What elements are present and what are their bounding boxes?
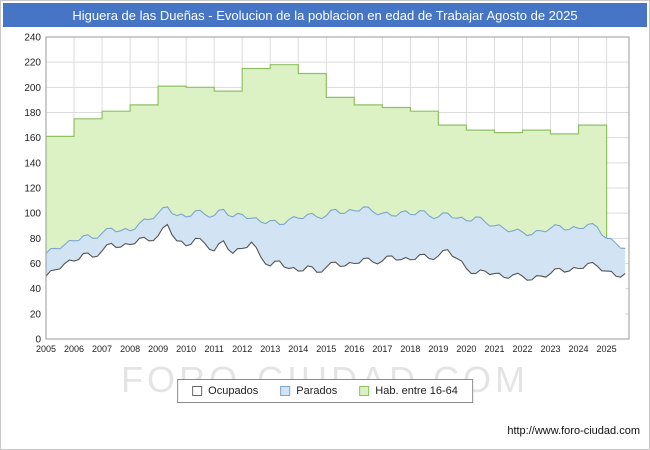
legend-item-ocupados: Ocupados xyxy=(192,385,258,397)
svg-text:20: 20 xyxy=(30,309,42,320)
svg-text:100: 100 xyxy=(24,209,41,220)
svg-text:2009: 2009 xyxy=(148,344,168,354)
legend-item-parados: Parados xyxy=(280,385,337,397)
svg-text:180: 180 xyxy=(24,108,41,119)
ocupados-swatch-icon xyxy=(192,386,203,396)
svg-text:2024: 2024 xyxy=(569,344,589,354)
svg-text:220: 220 xyxy=(24,58,41,69)
source-url: http://www.foro-ciudad.com xyxy=(507,425,640,437)
svg-text:80: 80 xyxy=(30,234,42,245)
population-area-chart: 0 20 40 60 80 100 120 140 160 180 200 220 240 2005 200… xyxy=(24,33,630,354)
svg-text:120: 120 xyxy=(24,184,41,195)
svg-text:2023: 2023 xyxy=(541,344,561,354)
svg-text:2011: 2011 xyxy=(204,344,223,354)
legend-label: Parados xyxy=(296,385,338,397)
svg-text:2017: 2017 xyxy=(372,344,392,354)
chart-legend: Ocupados Parados Hab. entre 16-64 xyxy=(177,379,473,403)
hab-16-64-swatch-icon xyxy=(359,386,370,396)
svg-text:2012: 2012 xyxy=(232,344,252,354)
svg-text:60: 60 xyxy=(30,259,42,270)
svg-text:160: 160 xyxy=(24,133,41,144)
parados-swatch-icon xyxy=(280,386,291,396)
legend-label: Ocupados xyxy=(208,385,259,397)
svg-text:240: 240 xyxy=(24,33,41,44)
svg-text:2018: 2018 xyxy=(400,344,420,354)
svg-text:2008: 2008 xyxy=(120,344,140,354)
svg-text:0: 0 xyxy=(35,335,41,346)
svg-text:2006: 2006 xyxy=(64,344,84,354)
svg-text:40: 40 xyxy=(30,284,42,295)
legend-item-hab-16-64: Hab. entre 16-64 xyxy=(359,385,458,397)
svg-text:2015: 2015 xyxy=(316,344,336,354)
svg-text:2025: 2025 xyxy=(597,344,617,354)
svg-text:2020: 2020 xyxy=(456,344,476,354)
svg-text:2013: 2013 xyxy=(260,344,280,354)
svg-text:2005: 2005 xyxy=(36,344,56,354)
chart-area: 0 20 40 60 80 100 120 140 160 180 200 220 240 2005 200… xyxy=(1,27,649,361)
svg-text:140: 140 xyxy=(24,158,41,169)
svg-text:2010: 2010 xyxy=(176,344,196,354)
svg-text:2016: 2016 xyxy=(344,344,364,354)
svg-text:200: 200 xyxy=(24,83,41,94)
legend-label: Hab. entre 16-64 xyxy=(375,385,458,397)
svg-text:2021: 2021 xyxy=(484,344,504,354)
title-bar: Higuera de las Dueñas - Evolucion de la … xyxy=(3,3,647,27)
svg-text:2007: 2007 xyxy=(92,344,112,354)
svg-text:2014: 2014 xyxy=(288,344,308,354)
svg-text:2019: 2019 xyxy=(428,344,448,354)
page-title: Higuera de las Dueñas - Evolucion de la … xyxy=(72,7,578,23)
svg-text:2022: 2022 xyxy=(512,344,532,354)
